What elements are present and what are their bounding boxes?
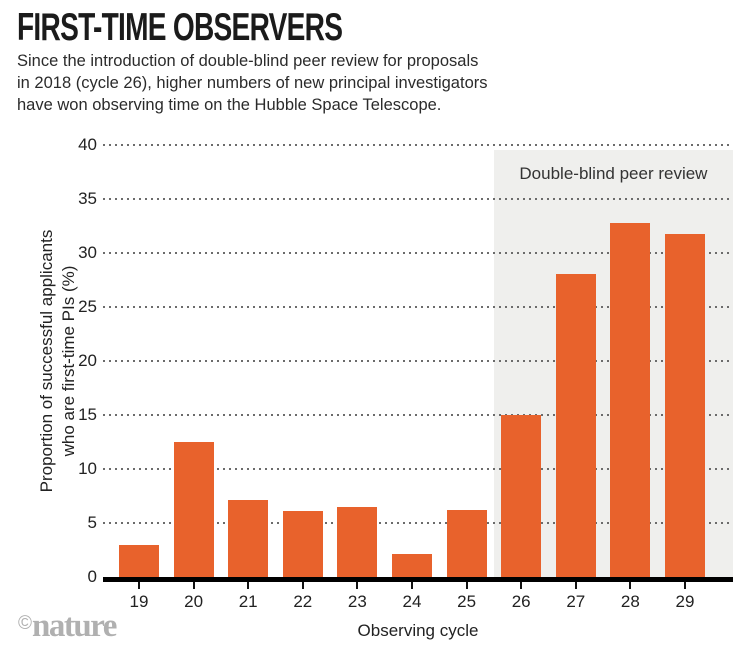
x-tick-22 xyxy=(301,582,304,589)
x-tick-19 xyxy=(138,582,140,589)
bar-cycle-26 xyxy=(501,415,542,577)
bar-cycle-25 xyxy=(446,510,487,577)
x-tick-label-23: 23 xyxy=(347,592,367,611)
bar-cycle-22 xyxy=(282,511,323,577)
y-tick-label-0: 0 xyxy=(87,567,97,586)
bar-cycle-21 xyxy=(228,500,269,577)
y-tick-label-10: 10 xyxy=(78,459,97,478)
subtitle-line-3: have won observing time on the Hubble Sp… xyxy=(17,96,442,114)
bar-cycle-27 xyxy=(555,274,596,577)
y-tick-label-5: 5 xyxy=(87,513,97,532)
x-tick-label-26: 26 xyxy=(511,592,531,611)
gridline-25 xyxy=(103,306,733,308)
y-tick-label-35: 35 xyxy=(78,189,97,208)
x-axis-line xyxy=(103,577,733,582)
y-axis-title-line-2: who are first-time PIs (%) xyxy=(59,265,78,457)
x-tick-label-21: 21 xyxy=(238,592,258,611)
y-axis-title-line-1: Proportion of successful applicants xyxy=(37,229,56,493)
bar-cycle-24 xyxy=(392,554,432,577)
gridline-30 xyxy=(103,252,733,254)
x-tick-28 xyxy=(629,582,632,589)
x-tick-label-24: 24 xyxy=(402,592,422,611)
subtitle-line-1: Since the introduction of double-blind p… xyxy=(17,52,479,70)
x-tick-label-20: 20 xyxy=(184,592,204,611)
figure-subtitle: Since the introduction of double-blind p… xyxy=(17,50,488,116)
gridline-35 xyxy=(103,198,733,200)
x-tick-29 xyxy=(684,582,686,589)
x-tick-27 xyxy=(574,582,577,589)
y-tick-label-25: 25 xyxy=(78,297,97,316)
bar-cycle-20 xyxy=(173,442,214,577)
bar-cycle-29 xyxy=(665,234,705,577)
double-blind-region-label: Double-blind peer review xyxy=(519,164,708,183)
gridline-5 xyxy=(103,522,733,524)
x-tick-25 xyxy=(465,582,468,589)
x-tick-label-19: 19 xyxy=(129,592,149,611)
x-tick-label-25: 25 xyxy=(457,592,477,611)
x-tick-label-22: 22 xyxy=(293,592,313,611)
x-tick-26 xyxy=(520,582,523,589)
x-tick-23 xyxy=(356,582,359,589)
y-tick-label-40: 40 xyxy=(78,135,97,154)
x-tick-20 xyxy=(192,582,195,589)
gridline-20 xyxy=(103,360,733,362)
nature-logo: ©nature xyxy=(18,608,117,645)
y-tick-label-30: 30 xyxy=(78,243,97,262)
bar-cycle-23 xyxy=(337,507,378,577)
bar-cycle-19 xyxy=(119,545,159,577)
x-axis-title: Observing cycle xyxy=(357,621,479,640)
y-tick-label-15: 15 xyxy=(78,405,97,424)
subtitle-line-2: in 2018 (cycle 26), higher numbers of ne… xyxy=(17,74,488,92)
x-tick-label-27: 27 xyxy=(566,592,586,611)
x-tick-24 xyxy=(411,582,413,589)
nature-wordmark: nature xyxy=(32,608,117,644)
y-tick-label-20: 20 xyxy=(78,351,97,370)
gridline-10 xyxy=(103,468,733,470)
gridline-15 xyxy=(103,414,733,416)
bar-cycle-28 xyxy=(610,223,651,577)
y-axis-title: Proportion of successful applicants who a… xyxy=(36,171,80,551)
x-tick-label-28: 28 xyxy=(620,592,640,611)
figure-title: FIRST-TIME OBSERVERS xyxy=(17,6,343,49)
gridline-40 xyxy=(103,144,733,146)
x-tick-21 xyxy=(247,582,250,589)
copyright-icon: © xyxy=(18,613,32,634)
x-tick-label-29: 29 xyxy=(675,592,695,611)
